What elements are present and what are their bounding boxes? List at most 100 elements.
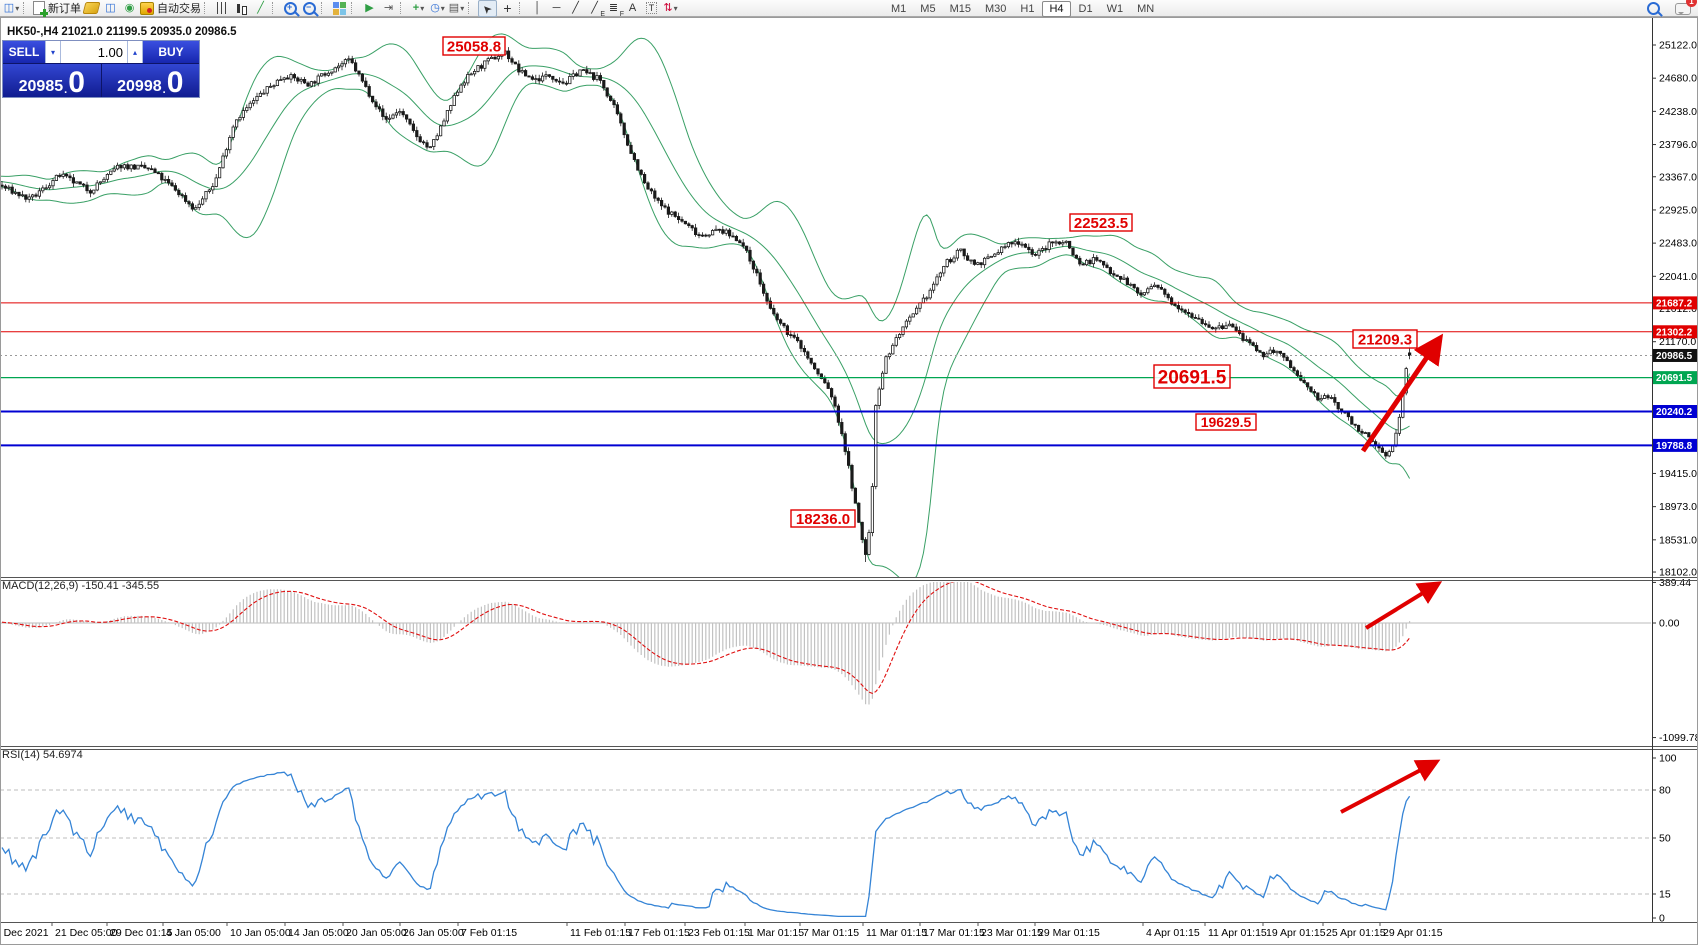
svg-text:19629.5: 19629.5 <box>1201 414 1252 430</box>
indicators-button[interactable]: + ▾ <box>410 1 427 16</box>
svg-text:20240.2: 20240.2 <box>1656 407 1693 418</box>
line-chart-button[interactable]: ╱ <box>252 1 269 16</box>
svg-text:18236.0: 18236.0 <box>796 511 850 528</box>
toolbar-separator <box>321 2 326 14</box>
timeframe-group: M1 M5 M15 M30 H1 H4 D1 W1 MN <box>884 1 1161 17</box>
channel-icon: ╱ <box>591 1 598 14</box>
new-order-icon <box>33 1 48 17</box>
tab-m1[interactable]: M1 <box>891 3 907 15</box>
svg-text:389.44: 389.44 <box>1659 577 1691 589</box>
price-badge <box>1653 325 1698 339</box>
horizontal-level-lines[interactable] <box>0 302 1652 447</box>
trend-arrows[interactable] <box>1340 333 1444 814</box>
svg-text:25058.8: 25058.8 <box>447 38 501 55</box>
svg-text:24680.0: 24680.0 <box>1659 73 1697 85</box>
templates-button[interactable]: ▤ ▾ <box>448 1 465 16</box>
volume-increase-button[interactable]: ▴ <box>127 41 143 63</box>
svg-text:21170.0: 21170.0 <box>1659 336 1696 348</box>
profiles-button[interactable]: ◫ <box>102 1 119 16</box>
text-label-tool-button[interactable]: T <box>643 1 660 16</box>
svg-text:15: 15 <box>1659 889 1671 901</box>
notifications-button[interactable]: 1 <box>1674 0 1697 16</box>
price-axis[interactable]: 25122.0 24680.0 24238.0 23796.0 23367.0 22925… <box>1652 18 1698 925</box>
chart-window-icon: ◫ <box>3 1 15 14</box>
tab-m5[interactable]: M5 <box>920 3 936 15</box>
vertical-line-tool-button[interactable]: │ <box>529 1 546 16</box>
svg-text:29 Apr 01:15: 29 Apr 01:15 <box>1383 927 1443 939</box>
buy-price[interactable]: 20998. 0 <box>101 64 199 98</box>
tab-h4[interactable]: H4 <box>1042 1 1071 17</box>
zoom-out-button[interactable]: − <box>301 1 318 16</box>
candlestick-chart-button[interactable] <box>233 1 250 16</box>
arrows-icon: ⇅ <box>663 1 673 14</box>
text-tool-button[interactable]: A <box>624 1 641 16</box>
svg-text:25122.0: 25122.0 <box>1659 40 1697 52</box>
sell-button[interactable]: SELL <box>3 41 45 63</box>
styler-button[interactable] <box>82 1 101 16</box>
template-icon: ▤ <box>448 1 460 14</box>
panel-separators[interactable] <box>0 17 1698 945</box>
svg-text:20691.5: 20691.5 <box>1158 367 1227 388</box>
chevron-down-icon: ▾ <box>460 3 465 13</box>
tab-d1[interactable]: D1 <box>1078 3 1093 15</box>
fibonacci-tool-button[interactable]: ≣ F <box>608 1 624 18</box>
rsi-indicator <box>0 771 1652 918</box>
periods-button[interactable]: ◷ ▾ <box>429 1 446 16</box>
add-indicator-icon: + <box>412 1 420 14</box>
profile-icon: ◫ <box>105 1 116 14</box>
toolbar-separator <box>468 2 473 14</box>
auto-trading-button[interactable]: 自动交易 <box>140 1 201 16</box>
crosshair-tool-button[interactable]: + <box>499 1 516 16</box>
svg-text:80: 80 <box>1659 785 1671 797</box>
svg-text:19 Apr 01:15: 19 Apr 01:15 <box>1266 927 1326 939</box>
tile-windows-button[interactable] <box>331 1 348 16</box>
rsi-label: RSI(14) 54.6974 <box>2 749 83 761</box>
text-label-icon: T <box>645 2 658 14</box>
tab-m30[interactable]: M30 <box>984 3 1007 15</box>
auto-trading-label: 自动交易 <box>157 3 201 15</box>
zoom-in-button[interactable]: + <box>282 1 299 16</box>
sell-price[interactable]: 20985. 0 <box>3 64 102 98</box>
auto-scroll-button[interactable]: ▶ <box>361 1 378 16</box>
svg-text:20986.5: 20986.5 <box>1656 351 1693 362</box>
search-button[interactable] <box>1645 1 1662 16</box>
svg-text:21687.2: 21687.2 <box>1656 298 1693 309</box>
zoom-out-icon: − <box>303 1 316 15</box>
symbol-ohlc-header: HK50-,H4 21021.0 21199.5 20935.0 20986.5 <box>7 26 237 38</box>
line-chart-icon: ╱ <box>257 1 264 14</box>
chart-window-menu-button[interactable]: ◫ ▾ <box>3 1 20 16</box>
bar-chart-button[interactable] <box>214 1 231 16</box>
toolbar: ◫ ▾ 新订单 ◫ ◉ 自动交易 ╱ + − ▶ ⇥ + ▾ ◷ <box>0 0 1698 18</box>
toolbar-separator <box>400 2 405 14</box>
chat-icon <box>1674 2 1691 15</box>
price-annotations[interactable]: 25058.8 22523.5 21209.3 20691.5 19629.5 18236… <box>442 36 1418 528</box>
cursor-icon: ➤ <box>479 0 495 16</box>
signals-button[interactable]: ◉ <box>121 1 138 16</box>
tab-w1[interactable]: W1 <box>1106 3 1124 15</box>
svg-text:20691.5: 20691.5 <box>1656 373 1693 384</box>
buy-button[interactable]: BUY <box>143 41 199 63</box>
svg-text:0: 0 <box>1659 913 1665 925</box>
volume-decrease-button[interactable]: ▾ <box>45 41 61 63</box>
arrows-tool-button[interactable]: ⇅ ▾ <box>662 1 679 16</box>
channel-tool-button[interactable]: ╱ E <box>591 1 605 18</box>
chart-shift-button[interactable]: ⇥ <box>380 1 397 16</box>
horizontal-line-tool-button[interactable]: ─ <box>548 1 565 16</box>
svg-text:23 Feb 01:15: 23 Feb 01:15 <box>688 927 750 939</box>
tab-m15[interactable]: M15 <box>949 3 971 15</box>
svg-text:4 Apr 01:15: 4 Apr 01:15 <box>1146 927 1200 939</box>
svg-text:17 Feb 01:15: 17 Feb 01:15 <box>628 927 690 939</box>
toolbar-right-group: 1 <box>1644 0 1697 16</box>
volume-input[interactable] <box>61 41 127 63</box>
cursor-tool-button[interactable]: ➤ <box>478 0 497 17</box>
trendline-tool-button[interactable]: ╱ <box>567 1 584 16</box>
tab-mn[interactable]: MN <box>1137 3 1155 15</box>
new-order-button[interactable]: 新订单 <box>33 1 81 17</box>
tab-h1[interactable]: H1 <box>1020 3 1035 15</box>
svg-text:19415.0: 19415.0 <box>1659 468 1697 480</box>
candlestick-chart-icon <box>235 2 248 15</box>
svg-text:100: 100 <box>1659 753 1677 765</box>
